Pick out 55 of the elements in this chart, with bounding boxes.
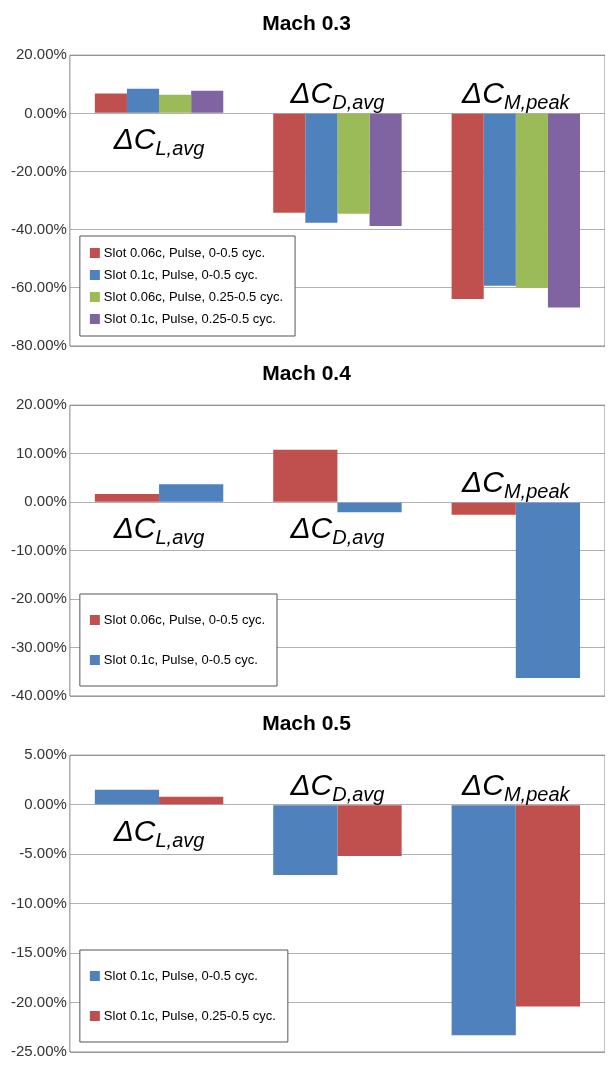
bar [94,493,160,502]
bar [483,113,516,286]
bar [451,113,484,299]
bar [337,113,370,214]
bar [369,113,402,226]
bar [94,789,160,805]
legend-label: Slot 0.1c, Pulse, 0.25-0.5 cyc. [103,1007,276,1023]
legend-label: Slot 0.1c, Pulse, 0-0.5 cyc. [103,967,258,983]
y-tick-label: -40.00% [10,219,67,237]
y-tick-label: 0.00% [24,103,67,121]
y-tick-label: 0.00% [24,492,67,510]
legend-label: Slot 0.06c, Pulse, 0.25-0.5 cyc. [103,288,284,304]
legend-label: Slot 0.06c, Pulse, 0-0.5 cyc. [103,244,266,260]
y-tick-label: -10.00% [10,893,67,911]
bar [451,805,516,1036]
legend-label: Slot 0.1c, Pulse, 0-0.5 cyc. [103,651,258,667]
bar [515,805,581,1007]
y-tick-label: -20.00% [10,589,67,607]
bar [515,113,548,288]
legend-label: Slot 0.06c, Pulse, 0-0.5 cyc. [103,611,266,627]
bar [547,113,581,308]
bar [159,484,224,502]
bar [159,796,224,805]
bar [94,93,127,113]
bar [451,502,516,515]
bar [337,502,402,513]
bar [305,113,338,223]
y-tick-label: -20.00% [10,992,67,1010]
bar [191,90,224,113]
bar [159,94,192,113]
y-tick-label: -60.00% [10,277,67,295]
bar [337,805,402,857]
y-tick-label: -20.00% [10,161,67,179]
bar [273,449,338,502]
y-tick-label: -30.00% [10,637,67,655]
bar [126,88,160,113]
y-tick-label: -15.00% [10,943,67,961]
y-tick-label: -40.00% [10,686,67,704]
y-tick-label: 5.00% [24,745,67,763]
bar [515,502,581,679]
y-tick-label: -10.00% [10,540,67,558]
y-tick-label: 20.00% [15,395,67,413]
bar [273,805,338,875]
legend-label: Slot 0.1c, Pulse, 0-0.5 cyc. [103,266,258,282]
bar [273,113,306,213]
chart-title: Mach 0.3 [262,11,351,35]
legend-label: Slot 0.1c, Pulse, 0.25-0.5 cyc. [103,310,276,326]
y-tick-label: -80.00% [10,336,67,354]
y-tick-label: 10.00% [15,443,67,461]
chart-title: Mach 0.4 [262,361,352,385]
y-tick-label: -25.00% [10,1042,67,1060]
y-tick-label: -5.00% [19,844,67,862]
y-tick-label: 20.00% [15,45,67,63]
y-tick-label: 0.00% [24,794,67,812]
chart-title: Mach 0.5 [262,711,352,735]
